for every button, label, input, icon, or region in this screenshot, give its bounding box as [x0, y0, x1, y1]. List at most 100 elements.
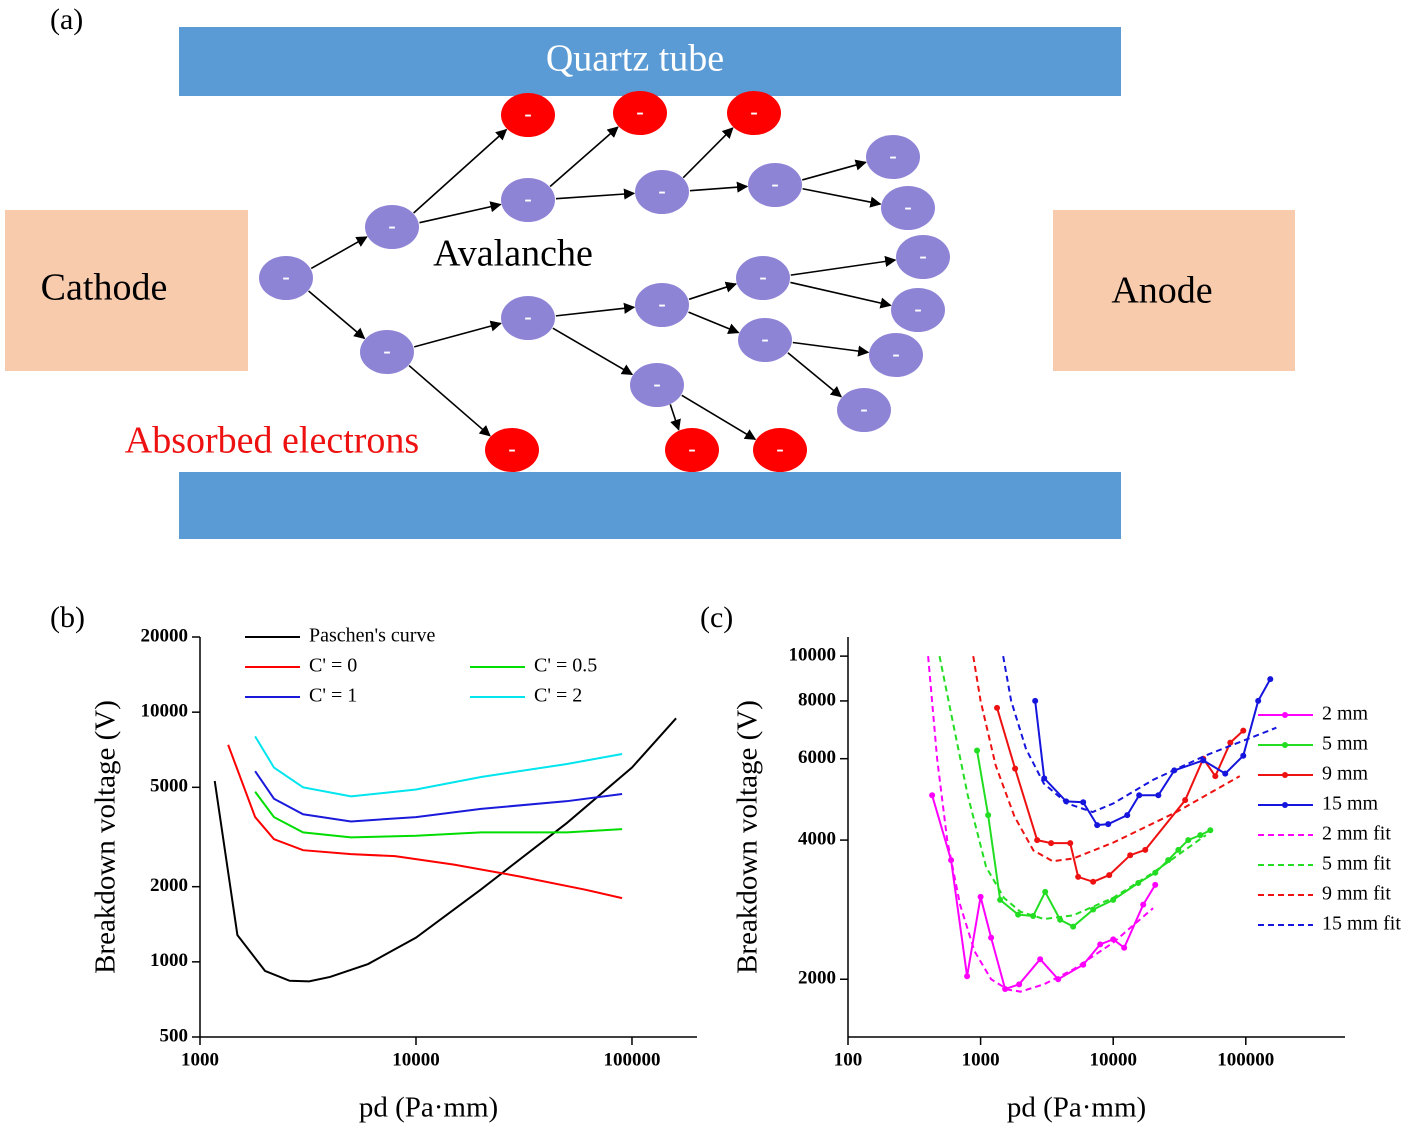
electron-sign: -: [508, 436, 515, 461]
legend-marker: [1282, 712, 1288, 718]
electron-sign: -: [524, 304, 531, 329]
data-point: [1197, 832, 1204, 839]
electron: [837, 388, 891, 432]
arrow: [555, 302, 636, 317]
data-point: [1034, 837, 1041, 844]
arrow: [408, 364, 491, 437]
data-point: [1097, 941, 1104, 948]
data-point: [1175, 846, 1182, 853]
legend-label: 5 mm fit: [1322, 853, 1391, 875]
data-point: [1032, 697, 1039, 704]
electron: [485, 428, 539, 472]
arrow: [413, 128, 508, 214]
series-line: [254, 791, 623, 839]
data-point: [1037, 956, 1044, 963]
data-point: [1240, 727, 1247, 734]
x-tick-label: 100000: [1217, 1049, 1274, 1070]
series-line: [213, 717, 677, 983]
data-point: [1267, 676, 1274, 683]
electron-sign: -: [761, 326, 768, 351]
panel-label: (c): [700, 601, 733, 634]
quartz-tube-bottom: [179, 472, 1121, 539]
electron-sign: -: [636, 99, 643, 124]
electron-sign: -: [750, 99, 757, 124]
quartz-label: Quartz tube: [546, 38, 724, 80]
legend-label: 15 mm: [1322, 793, 1379, 815]
x-axis-label: pd (Pa·mm): [1007, 1092, 1146, 1124]
series-line: [227, 744, 623, 900]
electron-sign: -: [776, 436, 783, 461]
arrow: [419, 201, 502, 224]
arrow: [555, 188, 636, 200]
arrow: [552, 327, 634, 376]
arrow: [414, 320, 502, 348]
electron: [501, 296, 555, 340]
electron-sign: -: [914, 296, 921, 321]
series-line: [254, 735, 623, 798]
data-point: [1080, 799, 1087, 806]
y-tick-label: 6000: [798, 747, 836, 768]
data-point: [1140, 901, 1147, 908]
electron: [259, 256, 313, 300]
arrow: [790, 255, 897, 276]
data-point: [1207, 827, 1214, 834]
data-point: [1227, 739, 1234, 746]
series-line: [1034, 678, 1272, 827]
electron: [748, 163, 802, 207]
legend-label: 9 mm: [1322, 763, 1369, 785]
electron: [501, 93, 555, 137]
x-tick-label: 10000: [1089, 1049, 1137, 1070]
arrow: [308, 290, 366, 340]
electron: [896, 235, 950, 279]
series-line: [1002, 655, 1277, 814]
series-line: [976, 750, 1211, 928]
y-tick-label: 5000: [150, 776, 188, 797]
data-point: [1106, 872, 1113, 879]
absorbed-label: Absorbed electrons: [125, 420, 419, 462]
electron-sign: -: [889, 143, 896, 168]
legend-label: C' = 1: [309, 685, 357, 707]
data-point: [1057, 916, 1064, 923]
y-tick-label: 20000: [141, 625, 189, 646]
arrow: [790, 281, 892, 309]
legend-label: 2 mm fit: [1322, 823, 1391, 845]
arrow: [681, 394, 757, 440]
anode: [1053, 210, 1295, 371]
electron: [501, 178, 555, 222]
quartz-tube-top: [179, 27, 1121, 96]
arrow: [682, 127, 734, 179]
data-point: [1212, 773, 1219, 780]
data-point: [997, 896, 1004, 903]
legend-label: 15 mm fit: [1322, 913, 1401, 935]
x-tick-label: 100000: [603, 1049, 660, 1070]
diagram-panel: (a) Quartz tube Cathode Anode Avalanche …: [5, 3, 1295, 539]
electron: [738, 318, 792, 362]
data-point: [964, 973, 971, 980]
electron-sign: -: [524, 101, 531, 126]
data-point: [1110, 896, 1117, 903]
legend-label: 5 mm: [1322, 733, 1369, 755]
y-axis-label: Breakdown voltage (V): [732, 700, 764, 974]
electron: [613, 91, 667, 135]
avalanche-label: Avalanche: [433, 233, 593, 275]
electron-sign: -: [524, 186, 531, 211]
data-point: [1142, 846, 1149, 853]
x-tick-label: 1000: [962, 1049, 1000, 1070]
data-point: [988, 934, 995, 941]
y-tick-label: 10000: [141, 701, 189, 722]
data-point: [994, 704, 1001, 711]
data-point: [1070, 923, 1077, 930]
data-point: [1042, 888, 1049, 895]
panel-label: (a): [50, 3, 83, 36]
arrow: [688, 311, 740, 334]
data-point: [985, 812, 992, 819]
electron: [365, 205, 419, 249]
electron-sign: -: [653, 371, 660, 396]
data-point: [1165, 857, 1172, 864]
arrow: [689, 181, 749, 193]
data-point: [1016, 981, 1023, 988]
legend-label: 9 mm fit: [1322, 883, 1391, 905]
anode-label: Anode: [1111, 270, 1212, 312]
arrow: [802, 159, 867, 181]
